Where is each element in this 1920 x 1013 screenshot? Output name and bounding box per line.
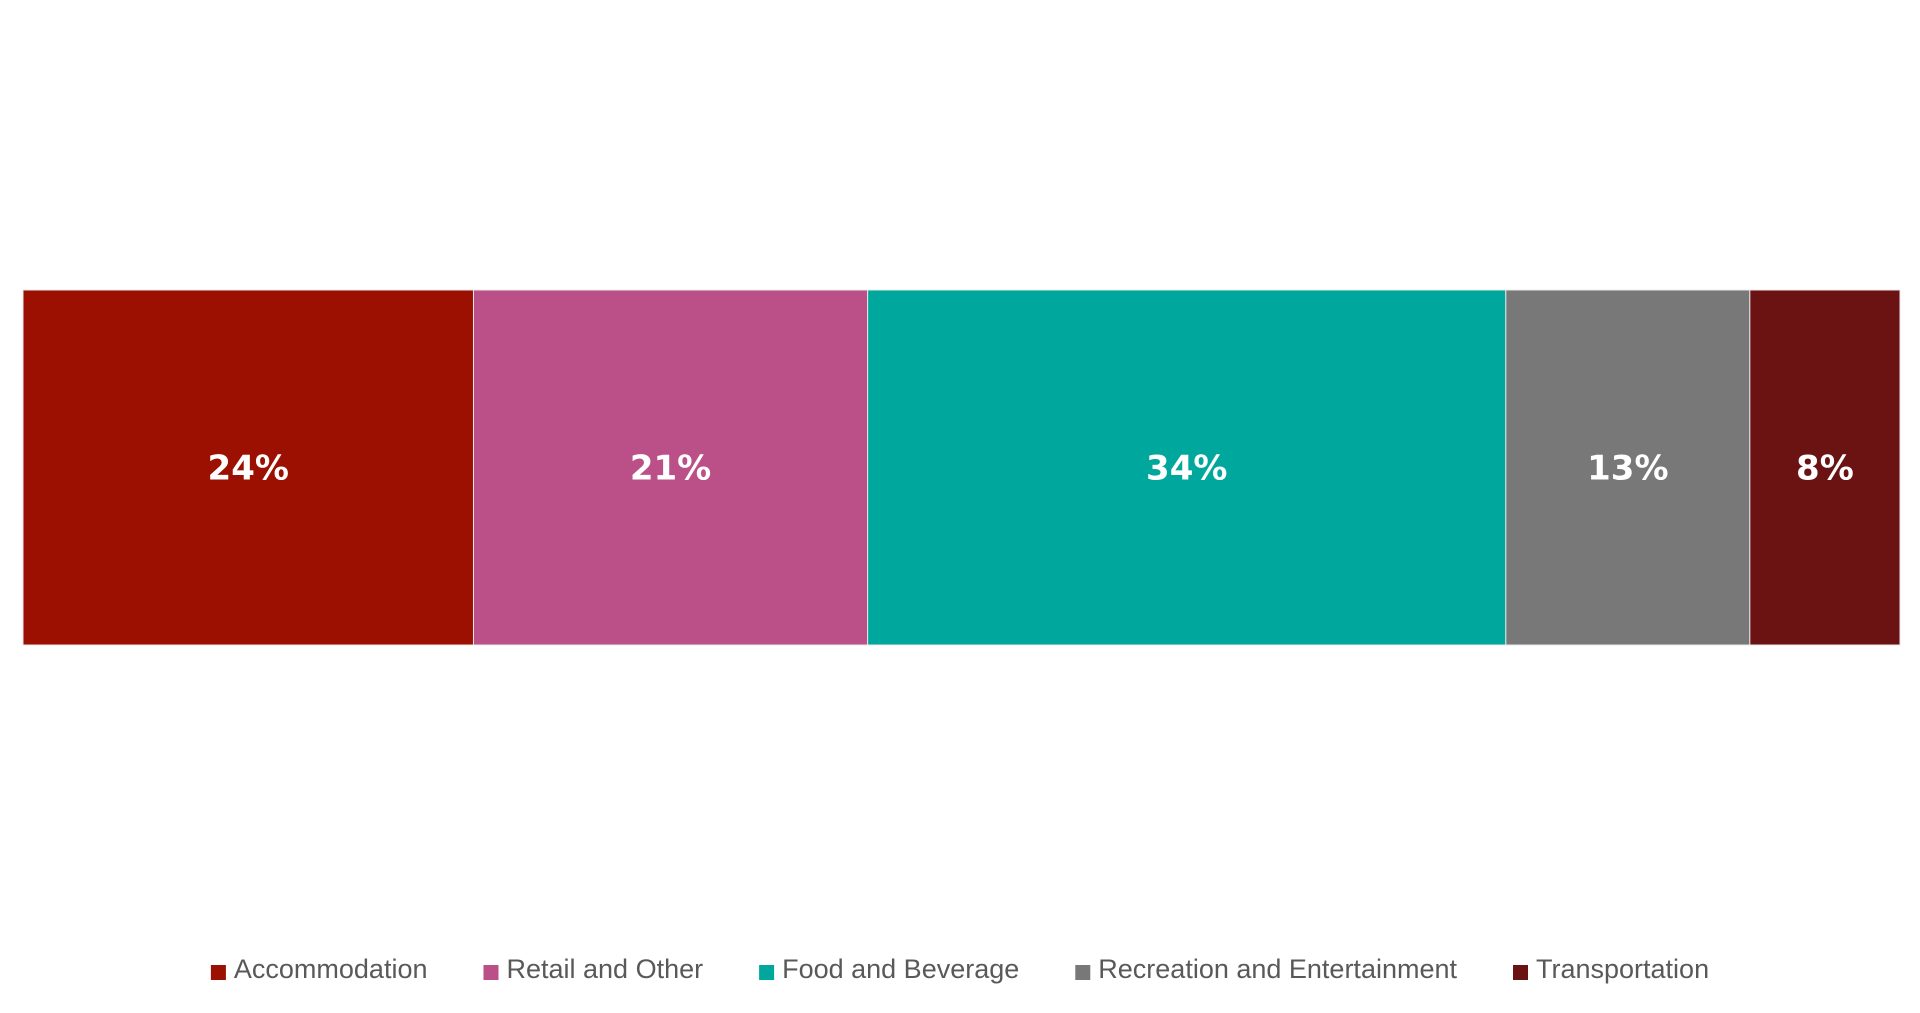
bar-segment-0 (22, 289, 474, 646)
data-label-3: 13% (1587, 449, 1668, 489)
data-label-2: 34% (1146, 449, 1227, 489)
legend-item-4: Transportation (1513, 954, 1709, 984)
data-label-4: 8% (1796, 449, 1854, 489)
bar-segment-1 (472, 289, 869, 646)
bar-segment-4 (1749, 289, 1901, 646)
bar-segment-3 (1505, 289, 1751, 646)
legend-label-2: Food and Beverage (782, 954, 1019, 984)
legend-marker-2 (759, 965, 775, 980)
legend-label-0: Accommodation (234, 954, 428, 984)
legend-item-1: Retail and Other (483, 954, 703, 984)
data-label-0: 24% (208, 449, 289, 489)
bar-segment-2 (867, 289, 1507, 646)
legend-item-2: Food and Beverage (759, 954, 1019, 984)
legend-item-3: Recreation and Entertainment (1075, 954, 1458, 984)
bar-segments: 24% 21% 34% 13% 8% (22, 289, 1901, 646)
legend-item-0: Accommodation (210, 954, 428, 984)
data-label-1: 21% (630, 449, 711, 489)
legend-label-4: Transportation (1536, 954, 1709, 984)
legend-marker-1 (483, 965, 499, 980)
legend: Accommodation Retail and Other Food and Be… (210, 954, 1709, 984)
legend-label-1: Retail and Other (506, 954, 703, 984)
legend-marker-3 (1075, 965, 1091, 980)
legend-marker-0 (210, 965, 226, 980)
legend-marker-4 (1513, 965, 1529, 980)
legend-label-3: Recreation and Entertainment (1098, 954, 1457, 984)
